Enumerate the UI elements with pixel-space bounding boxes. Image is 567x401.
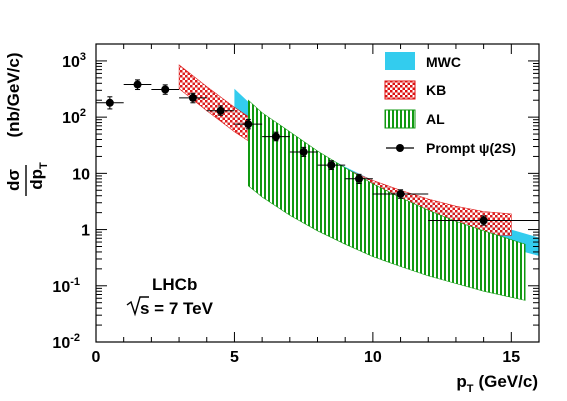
annotation-experiment: LHCb	[152, 275, 197, 294]
data-point	[96, 96, 124, 110]
data-point-marker	[327, 161, 336, 170]
data-point	[317, 160, 346, 171]
theory-bands	[178, 64, 539, 301]
annotation-energy: s = 7 TeV	[140, 299, 214, 318]
y-axis-label-denominator: dpT	[27, 162, 50, 190]
y-tick-label: 10-2	[52, 332, 80, 352]
data-point-marker	[271, 132, 280, 141]
legend-label-kb: KB	[426, 82, 446, 98]
legend-swatch-mwc	[385, 52, 415, 70]
legend-marker-dot	[396, 144, 404, 152]
y-tick-label: 1	[81, 223, 90, 240]
y-axis-label-unit: (nb/GeV/c)	[4, 52, 23, 137]
sqrt-symbol	[126, 296, 149, 317]
y-tick-label: 10	[72, 166, 90, 183]
data-point-marker	[105, 98, 114, 107]
data-point-marker	[396, 189, 405, 198]
data-point-marker	[216, 106, 225, 115]
data-point	[234, 118, 263, 130]
data-point	[123, 79, 152, 91]
legend-label-mwc: MWC	[426, 54, 461, 70]
legend-swatch-al	[384, 109, 416, 129]
data-point-marker	[133, 80, 142, 89]
y-axis-label: dσ dpT (nb/GeV/c)	[4, 52, 50, 196]
data-point-marker	[355, 174, 364, 183]
data-point	[345, 173, 373, 184]
data-point	[206, 105, 235, 116]
legend-label-al: AL	[426, 111, 445, 127]
annotation: LHCb s = 7 TeV	[126, 275, 214, 318]
axis-ticks	[95, 43, 540, 343]
data-point	[372, 189, 429, 199]
data-point	[289, 146, 318, 157]
data-point-marker	[479, 216, 488, 225]
x-tick-label: 15	[502, 349, 520, 366]
data-point-marker	[299, 147, 308, 156]
data-points	[96, 79, 539, 226]
axis-tick-labels: 0 5 10 15 10-2 10-1 1 10 102 103	[52, 51, 520, 366]
x-axis-label: pT (GeV/c)	[456, 372, 538, 395]
x-tick-label: 0	[92, 349, 101, 366]
data-point-marker	[244, 120, 253, 129]
y-tick-label: 103	[62, 51, 86, 71]
x-tick-label: 10	[364, 349, 382, 366]
data-point	[151, 84, 180, 95]
x-tick-label: 5	[230, 349, 239, 366]
y-tick-label: 10-1	[52, 276, 80, 296]
data-point	[179, 92, 207, 104]
band-al	[248, 99, 526, 301]
legend: MWC KB AL Prompt ψ(2S)	[384, 52, 516, 156]
data-point	[262, 131, 290, 142]
y-tick-label: 102	[62, 107, 86, 127]
legend-swatch-kb	[384, 80, 416, 100]
data-point	[428, 215, 539, 226]
y-axis-label-numerator: dσ	[4, 169, 23, 191]
data-point-marker	[161, 85, 170, 94]
data-point-marker	[188, 93, 197, 102]
legend-label-data: Prompt ψ(2S)	[426, 140, 516, 156]
